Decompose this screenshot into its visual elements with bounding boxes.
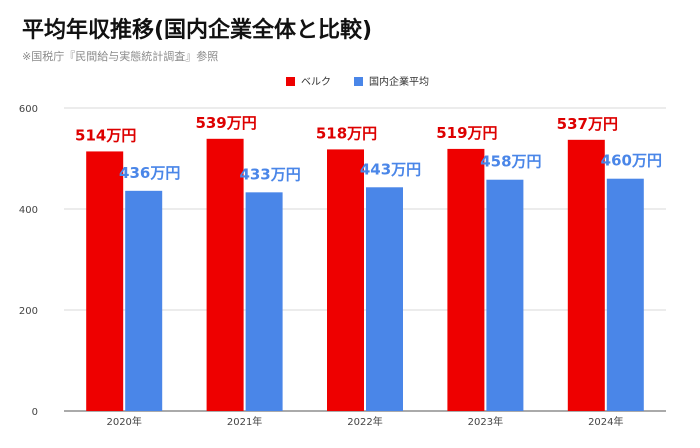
x-tick-label: 2023年	[468, 415, 503, 428]
x-tick-label: 2021年	[227, 415, 262, 428]
data-label-belc: 518万円	[316, 124, 377, 142]
x-tick-label: 2020年	[106, 415, 141, 428]
bar-belc	[567, 139, 605, 411]
data-label-domestic-average: 436万円	[119, 164, 180, 182]
y-tick-label: 400	[19, 205, 38, 216]
bar-belc	[447, 148, 485, 411]
x-tick-label: 2022年	[347, 415, 382, 428]
y-tick-label: 200	[19, 306, 38, 317]
data-label-domestic-average: 460万円	[601, 152, 662, 170]
x-tick-label: 2024年	[588, 415, 623, 428]
bar-domestic-average	[606, 178, 644, 411]
bar-belc	[86, 151, 124, 411]
data-label-belc: 519万円	[436, 124, 497, 142]
y-tick-label: 0	[32, 407, 38, 418]
data-label-domestic-average: 433万円	[239, 165, 300, 183]
data-label-belc: 537万円	[557, 115, 618, 133]
bar-domestic-average	[486, 179, 524, 411]
bar-domestic-average	[125, 190, 163, 411]
legend-swatch-domestic-average	[354, 77, 363, 86]
bar-domestic-average	[245, 192, 283, 411]
data-label-belc: 514万円	[75, 126, 136, 144]
bar-belc	[327, 149, 364, 411]
legend-label: ベルク	[301, 76, 331, 88]
legend-label: 国内企業平均	[369, 75, 429, 88]
chart-subtitle: ※国税庁『民間給与実態統計調査』参照	[22, 50, 219, 63]
data-label-belc: 539万円	[195, 114, 256, 132]
bar-domestic-average	[366, 187, 403, 411]
legend-swatch-belc	[286, 77, 295, 86]
chart-title: 平均年収推移(国内企業全体と比較)	[22, 18, 373, 43]
data-label-domestic-average: 458万円	[480, 153, 541, 171]
bar-belc	[206, 138, 244, 411]
data-label-domestic-average: 443万円	[360, 160, 421, 178]
y-tick-label: 600	[19, 104, 38, 115]
